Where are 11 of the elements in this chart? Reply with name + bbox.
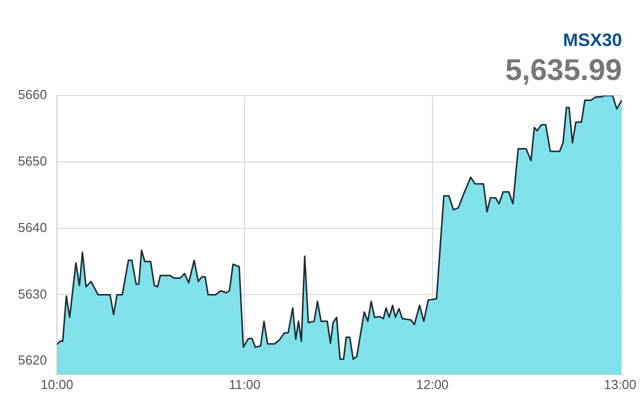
y-tick-label: 5620: [18, 352, 47, 368]
x-tick-label: 13:00: [604, 376, 636, 392]
y-tick-label: 5650: [18, 154, 47, 169]
x-tick-label: 11:00: [228, 376, 260, 392]
chart-title: MSX30: [562, 30, 622, 50]
x-tick-label: 12:00: [416, 376, 449, 392]
x-tick-label: 10:00: [40, 376, 74, 392]
y-tick-label: 5660: [18, 87, 47, 102]
y-tick-label: 5640: [18, 220, 47, 235]
y-tick-label: 5630: [18, 286, 47, 302]
chart-subtitle: 5,635.99: [505, 54, 622, 87]
